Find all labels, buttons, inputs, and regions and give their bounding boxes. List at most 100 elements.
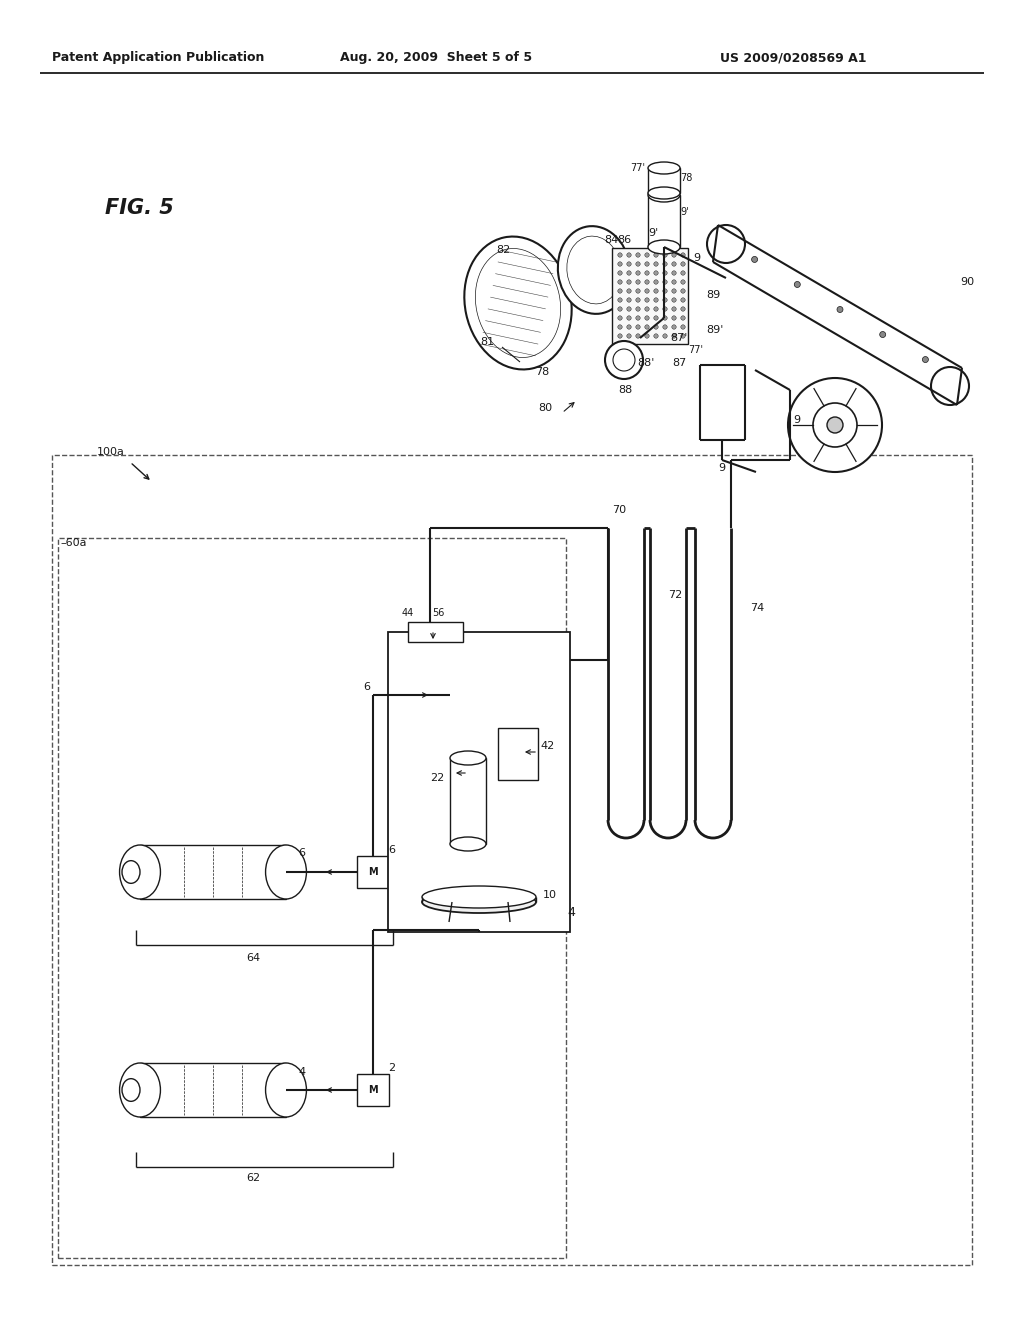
- Circle shape: [880, 331, 886, 338]
- Circle shape: [837, 306, 843, 313]
- Ellipse shape: [120, 845, 161, 899]
- Circle shape: [827, 417, 843, 433]
- Circle shape: [681, 280, 685, 284]
- Circle shape: [645, 325, 649, 329]
- Ellipse shape: [122, 1078, 140, 1101]
- Circle shape: [636, 271, 640, 275]
- Circle shape: [617, 253, 623, 257]
- Circle shape: [653, 261, 658, 267]
- Ellipse shape: [475, 248, 561, 358]
- Circle shape: [681, 261, 685, 267]
- Circle shape: [627, 298, 631, 302]
- Text: 87: 87: [672, 358, 686, 368]
- Circle shape: [627, 315, 631, 321]
- Circle shape: [645, 253, 649, 257]
- Circle shape: [795, 281, 801, 288]
- Circle shape: [617, 315, 623, 321]
- Text: 77': 77': [630, 162, 645, 173]
- Circle shape: [627, 325, 631, 329]
- Circle shape: [931, 367, 969, 405]
- Circle shape: [672, 306, 676, 312]
- Circle shape: [645, 289, 649, 293]
- Circle shape: [663, 289, 668, 293]
- Text: 6: 6: [388, 845, 395, 855]
- Circle shape: [636, 261, 640, 267]
- Circle shape: [672, 261, 676, 267]
- Text: 77': 77': [688, 345, 703, 355]
- Circle shape: [672, 253, 676, 257]
- Circle shape: [681, 298, 685, 302]
- Bar: [612, 248, 688, 345]
- Text: 4: 4: [298, 1067, 305, 1077]
- Ellipse shape: [122, 861, 140, 883]
- Circle shape: [613, 348, 635, 371]
- Text: 9: 9: [793, 414, 800, 425]
- Circle shape: [752, 256, 758, 263]
- Circle shape: [681, 334, 685, 338]
- Text: 87': 87': [670, 333, 687, 343]
- Circle shape: [653, 271, 658, 275]
- Circle shape: [617, 306, 623, 312]
- Text: 78: 78: [680, 173, 692, 183]
- Circle shape: [617, 298, 623, 302]
- Bar: [388, 632, 570, 932]
- Circle shape: [653, 280, 658, 284]
- Ellipse shape: [450, 837, 486, 851]
- Circle shape: [627, 253, 631, 257]
- Circle shape: [672, 280, 676, 284]
- Bar: [140, 845, 286, 899]
- Text: 88': 88': [637, 358, 654, 368]
- Circle shape: [617, 334, 623, 338]
- Text: Patent Application Publication: Patent Application Publication: [52, 51, 264, 65]
- Circle shape: [681, 289, 685, 293]
- Text: 74: 74: [750, 603, 764, 612]
- Text: 88: 88: [618, 385, 632, 395]
- Text: 9': 9': [648, 228, 658, 238]
- Circle shape: [636, 298, 640, 302]
- Bar: [498, 729, 538, 780]
- Circle shape: [663, 306, 668, 312]
- Circle shape: [627, 280, 631, 284]
- Circle shape: [923, 356, 929, 363]
- Circle shape: [653, 325, 658, 329]
- Circle shape: [653, 306, 658, 312]
- Text: 6: 6: [362, 682, 370, 692]
- Text: 78: 78: [535, 367, 549, 378]
- Text: FIG. 5: FIG. 5: [105, 198, 174, 218]
- Text: 90: 90: [961, 277, 974, 286]
- Ellipse shape: [265, 845, 306, 899]
- Ellipse shape: [120, 1063, 161, 1117]
- Text: 82: 82: [496, 246, 510, 255]
- Circle shape: [663, 325, 668, 329]
- Circle shape: [645, 306, 649, 312]
- Ellipse shape: [450, 751, 486, 766]
- Text: 9: 9: [693, 253, 700, 263]
- Text: 42: 42: [540, 741, 554, 751]
- Circle shape: [627, 271, 631, 275]
- Text: 2: 2: [388, 1063, 395, 1073]
- Text: 86: 86: [617, 235, 631, 246]
- Circle shape: [663, 271, 668, 275]
- Bar: [52, 455, 972, 1265]
- Circle shape: [636, 325, 640, 329]
- Circle shape: [645, 334, 649, 338]
- Circle shape: [636, 306, 640, 312]
- Circle shape: [636, 280, 640, 284]
- Bar: [58, 539, 566, 1258]
- Text: 100a: 100a: [97, 447, 125, 457]
- Circle shape: [627, 334, 631, 338]
- Ellipse shape: [422, 886, 536, 908]
- Bar: [408, 622, 463, 642]
- Ellipse shape: [558, 226, 630, 314]
- Circle shape: [681, 271, 685, 275]
- Circle shape: [663, 334, 668, 338]
- Circle shape: [672, 298, 676, 302]
- Circle shape: [672, 315, 676, 321]
- Circle shape: [653, 289, 658, 293]
- Circle shape: [813, 403, 857, 447]
- Text: US 2009/0208569 A1: US 2009/0208569 A1: [720, 51, 866, 65]
- Text: M: M: [369, 867, 378, 876]
- Text: 84: 84: [604, 235, 618, 246]
- Text: 44: 44: [402, 609, 415, 618]
- Text: 89': 89': [706, 325, 723, 335]
